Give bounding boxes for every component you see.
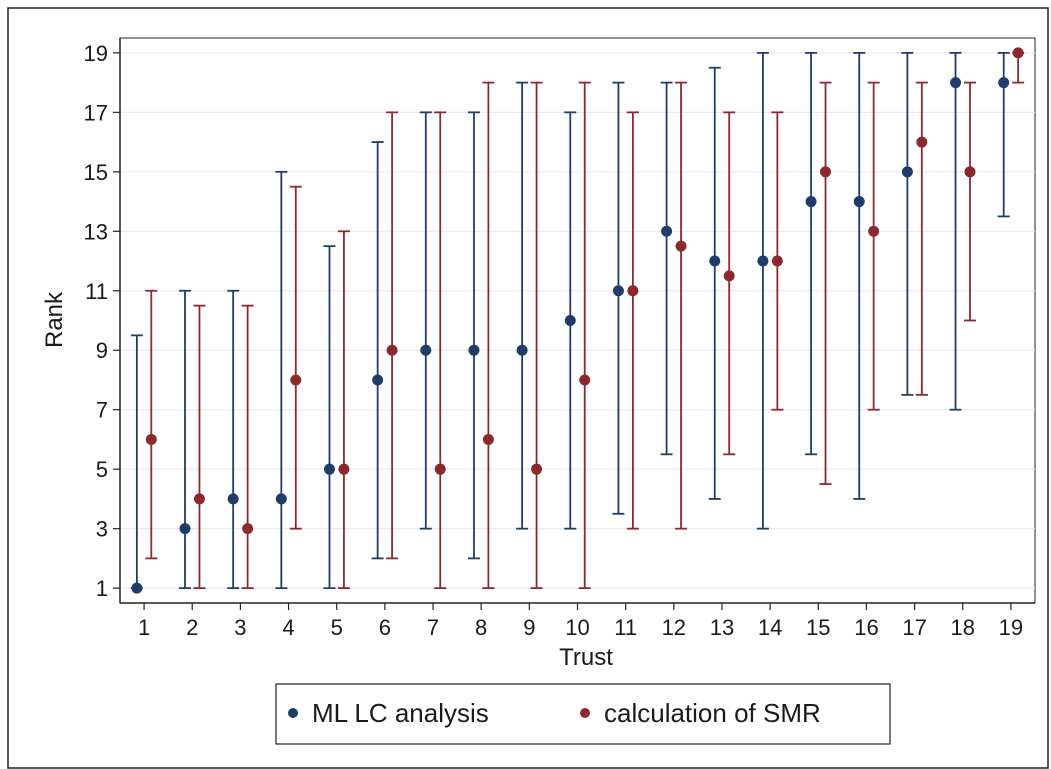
legend-label-ml-lc: ML LC analysis xyxy=(312,698,489,728)
data-point xyxy=(661,225,673,237)
legend: ML LC analysis calculation of SMR xyxy=(275,683,891,745)
data-point xyxy=(675,240,687,252)
data-point xyxy=(757,255,769,267)
data-point xyxy=(901,166,913,178)
data-point xyxy=(131,582,143,594)
x-tick-label: 12 xyxy=(662,615,686,640)
x-tick-label: 17 xyxy=(902,615,926,640)
y-tick-label: 5 xyxy=(96,457,108,482)
x-tick-label: 16 xyxy=(854,615,878,640)
data-point xyxy=(193,493,205,505)
data-point xyxy=(612,285,624,297)
axes xyxy=(119,38,1035,604)
y-tick-label: 1 xyxy=(96,576,108,601)
data-point xyxy=(627,285,639,297)
legend-label-smr: calculation of SMR xyxy=(604,698,821,728)
data-point xyxy=(338,463,350,475)
x-tick-label: 18 xyxy=(951,615,975,640)
data-point xyxy=(275,493,287,505)
data-point xyxy=(516,344,528,356)
x-tick-label: 3 xyxy=(234,615,246,640)
data-point xyxy=(820,166,832,178)
x-tick-label: 7 xyxy=(427,615,439,640)
y-axis-title: Rank xyxy=(41,291,68,348)
data-point xyxy=(372,374,384,386)
data-point xyxy=(868,225,880,237)
data-point xyxy=(386,344,398,356)
x-tick-label: 10 xyxy=(565,615,589,640)
y-tick-label: 19 xyxy=(84,41,108,66)
x-axis-title: Trust xyxy=(559,644,613,671)
y-tick-label: 11 xyxy=(85,279,108,304)
x-tick-label: 13 xyxy=(710,615,734,640)
data-point xyxy=(290,374,302,386)
data-point xyxy=(1012,47,1024,59)
x-tick-label: 9 xyxy=(523,615,535,640)
data-point xyxy=(998,77,1010,89)
x-tick-label: 1 xyxy=(138,615,150,640)
data-point xyxy=(950,77,962,89)
series-1 xyxy=(145,47,1025,590)
data-point xyxy=(579,374,591,386)
data-point xyxy=(468,344,480,356)
x-tick-label: 19 xyxy=(999,615,1023,640)
x-tick-label: 8 xyxy=(475,615,487,640)
x-tick-label: 4 xyxy=(282,615,294,640)
x-tick-label: 11 xyxy=(614,615,637,640)
y-tick-label: 17 xyxy=(84,100,108,125)
data-point xyxy=(227,493,239,505)
data-point xyxy=(420,344,432,356)
data-point xyxy=(179,523,191,535)
x-tick-label: 15 xyxy=(806,615,830,640)
x-tick-label: 6 xyxy=(379,615,391,640)
data-point xyxy=(853,196,865,208)
data-point xyxy=(805,196,817,208)
data-point xyxy=(771,255,783,267)
data-point xyxy=(434,463,446,475)
data-point xyxy=(564,315,576,326)
series-0 xyxy=(130,51,1010,594)
series-layer xyxy=(130,47,1025,594)
legend-box xyxy=(275,683,891,745)
data-point xyxy=(964,166,976,178)
outer-frame xyxy=(7,7,1049,769)
data-point xyxy=(482,433,494,445)
x-tick-label: 14 xyxy=(758,615,782,640)
data-point xyxy=(531,463,543,475)
y-tick-label: 3 xyxy=(96,517,108,542)
data-point xyxy=(709,255,721,267)
y-tick-label: 7 xyxy=(96,398,108,423)
legend-marker-ml-lc xyxy=(288,708,298,718)
legend-marker-smr xyxy=(580,708,590,718)
y-tick-label: 9 xyxy=(96,338,108,363)
data-point xyxy=(723,270,735,282)
data-point xyxy=(323,463,335,475)
x-tick-label: 5 xyxy=(331,615,343,640)
y-tick-label: 15 xyxy=(84,160,108,185)
plot-area xyxy=(119,37,1036,604)
y-tick-label: 13 xyxy=(84,219,108,244)
x-tick-label: 2 xyxy=(186,615,198,640)
data-point xyxy=(242,523,254,535)
data-point xyxy=(916,136,928,148)
data-point xyxy=(145,433,157,445)
grid-lines xyxy=(120,52,1035,589)
